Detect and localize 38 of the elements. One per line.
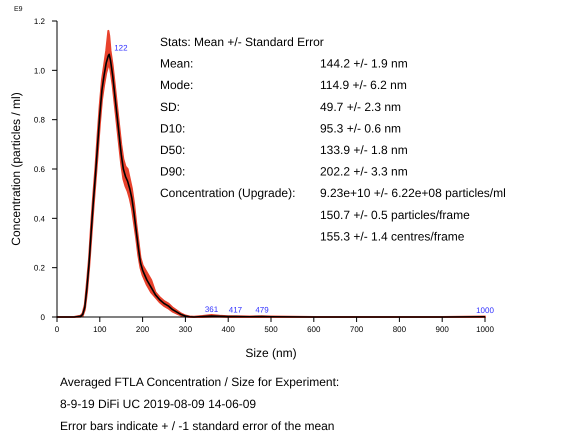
text: D90: 202.2 +/- 3.3 nm	[160, 164, 408, 179]
y-tick-label: 0.6	[34, 165, 46, 174]
annotation: Stats: Mean +/- Standard Error	[160, 35, 324, 49]
text: D10: 95.3 +/- 0.6 nm	[160, 121, 402, 136]
text: Mode: 114.9 +/- 6.2 nm	[160, 78, 407, 92]
x-axis-title: Size (nm)	[245, 346, 297, 360]
x-tick-label: 600	[307, 325, 322, 334]
annotation: 122	[114, 43, 128, 52]
x-tick-label: 200	[136, 325, 150, 334]
text: Error bars indicate + / -1 standard error of the mean	[60, 419, 334, 433]
x-tick-label: 300	[178, 325, 193, 334]
y-tick-label: 1.0	[34, 66, 46, 76]
y-tick-label: 0	[40, 313, 46, 322]
x-tick-label: 100	[93, 325, 108, 334]
annotation: 1000	[476, 306, 494, 315]
y-tick-label: 1.2	[34, 17, 46, 26]
annotation: 479	[255, 306, 270, 315]
text: SD: 49.7 +/- 2.3 nm	[160, 100, 402, 114]
x-tick-label: 500	[264, 325, 278, 334]
y-tick-label: 0.2	[34, 264, 46, 273]
annotation: 361	[204, 305, 219, 314]
text: Concentration (Upgrade): 9.23e+10 +/- 6.22e+08 particles/ml	[160, 186, 506, 200]
annotation: 417	[228, 306, 243, 315]
x-tick-label: 0	[54, 325, 60, 334]
text: Mean: 144.2 +/- 1.9 nm	[160, 56, 408, 71]
y-tick-label: 0.8	[34, 116, 46, 125]
x-tick-label: 800	[392, 325, 407, 334]
annotation: 155.3 +/- 1.4 centres/frame	[320, 229, 465, 244]
annotation: 150.7 +/- 0.5 particles/frame	[320, 208, 470, 222]
y-axis-title: Concentration (particles / ml)	[9, 92, 23, 246]
text: D50: 133.9 +/- 1.8 nm	[160, 143, 408, 157]
y-tick-label: 0.4	[34, 214, 46, 224]
x-tick-label: 1000	[476, 325, 494, 334]
x-tick-label: 700	[350, 325, 364, 334]
text: Averaged FTLA Concentration / Size for Experiment:	[60, 375, 340, 389]
x-tick-label: 400	[222, 325, 236, 334]
text: 8-9-19 DiFi UC 2019-08-09 14-06-09	[60, 397, 256, 411]
x-tick-label: 900	[436, 325, 450, 334]
